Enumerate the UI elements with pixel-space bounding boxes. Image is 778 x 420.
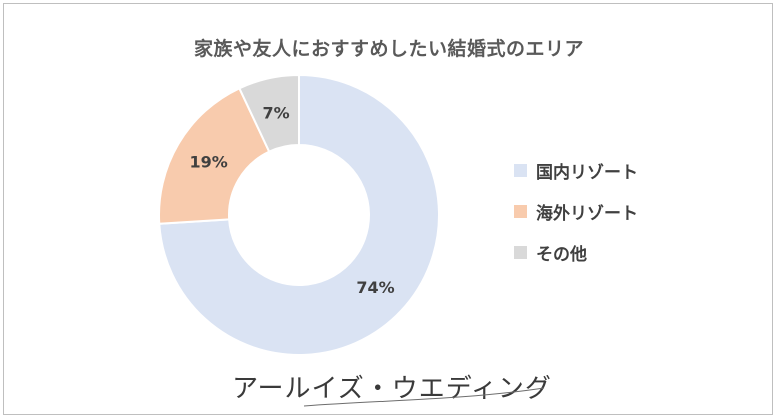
legend-item-other: その他 — [514, 242, 638, 265]
slice-domestic-resort — [158, 73, 440, 356]
data-label: 74% — [356, 278, 394, 297]
data-label: 19% — [189, 153, 227, 172]
data-label: 7% — [263, 104, 290, 123]
chart-title: 家族や友人におすすめしたい結婚式のエリア — [193, 38, 584, 60]
chart-legend: 国内リゾート 海外リゾート その他 — [514, 160, 638, 283]
donut-chart: 74% 19% 7% — [158, 73, 440, 356]
slice-other — [238, 73, 300, 153]
slice-overseas-resort — [158, 86, 271, 225]
legend-swatch — [514, 204, 527, 218]
legend-swatch — [514, 245, 527, 259]
legend-item-overseas-resort: 海外リゾート — [514, 201, 638, 224]
legend-label: その他 — [536, 244, 587, 265]
legend-label: 国内リゾート — [536, 162, 638, 183]
brand-text: アールイズ・ウエディング — [232, 374, 552, 404]
legend-item-domestic-resort: 国内リゾート — [514, 160, 638, 183]
brand-flourish — [303, 387, 545, 407]
brand-logo: アールイズ・ウエディング — [212, 368, 572, 405]
legend-label: 海外リゾート — [536, 203, 638, 224]
chart-frame: 家族や友人におすすめしたい結婚式のエリア 74% 19% 7% 国内リゾート 海外リ… — [3, 3, 773, 415]
legend-swatch — [514, 163, 527, 177]
